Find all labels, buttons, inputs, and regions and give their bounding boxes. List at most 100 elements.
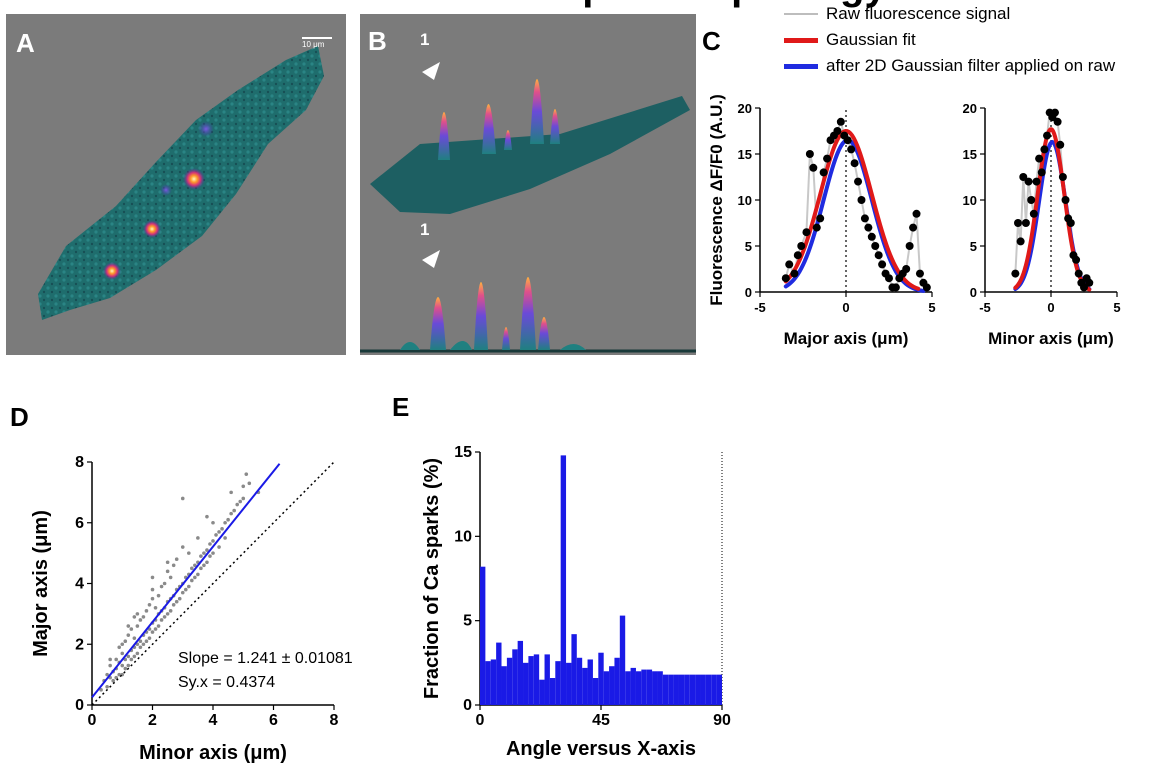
scatter-point [177, 596, 182, 601]
scatter-point [208, 542, 212, 546]
scatter-point [141, 615, 146, 619]
scatter-point [199, 554, 203, 558]
surface-plots-b [360, 62, 696, 353]
scatter-point [156, 624, 161, 628]
raw-data-point [860, 214, 869, 223]
scatter-point [205, 514, 209, 519]
raw-data-point [812, 223, 821, 232]
raw-data-point [915, 269, 924, 278]
raw-data-point [1024, 177, 1033, 186]
y-tick-label: 20 [738, 101, 752, 116]
histogram-bar [506, 657, 513, 705]
y-tick-label: 0 [970, 285, 977, 300]
raw-data-point [1029, 209, 1038, 218]
scatter-point [138, 639, 143, 644]
x-axis-label: Minor axis (μm) [139, 742, 287, 764]
histogram-bar [684, 674, 690, 705]
raw-data-point [1053, 117, 1062, 126]
raw-data-point [819, 168, 828, 177]
scatter-point [105, 684, 109, 689]
scatter-point [217, 530, 221, 534]
legend-swatch-gaussian [784, 37, 818, 43]
raw-data-point [912, 209, 921, 218]
scatter-point [108, 657, 112, 662]
scatter-point [141, 642, 146, 647]
legend-swatch-raw [784, 13, 818, 15]
scatter-point [226, 517, 230, 522]
x-axis-label: Angle versus X-axis [506, 738, 696, 760]
histogram-bar [501, 666, 507, 705]
raw-data-point [1085, 278, 1094, 287]
histogram-bar [630, 667, 636, 705]
scatter-point [211, 520, 215, 525]
raw-data-point [854, 177, 863, 186]
raw-data-point [871, 242, 880, 250]
histogram-bar [603, 671, 610, 705]
scatter-point [165, 612, 170, 616]
x-tick-label: 90 [713, 712, 731, 729]
scatter-point [205, 560, 209, 565]
scatter-point [129, 657, 134, 662]
raw-data-point [850, 159, 859, 168]
y-tick-label: 10 [454, 528, 472, 545]
chart-d-scatter: 0 2 4 6 8 0 2 4 6 8 Minor axis (μm) Major axis (μm) [30, 454, 339, 764]
y-axis-label: Fluorescence ΔF/F0 (A.U.) [707, 94, 726, 306]
raw-data-point [885, 274, 893, 283]
raw-data-point [805, 150, 814, 158]
raw-data-point [922, 283, 931, 292]
raw-data-point [785, 260, 794, 269]
scatter-point [147, 602, 152, 607]
scatter-point [135, 651, 140, 656]
scatter-point [147, 636, 152, 640]
raw-data-point [1050, 108, 1059, 117]
y-tick-label: 5 [970, 239, 977, 254]
raw-data-point [793, 251, 802, 260]
scatter-point [120, 651, 125, 656]
y-tick-label: 10 [963, 193, 977, 208]
raw-data-point [867, 232, 876, 241]
y-tick-label: 10 [738, 193, 752, 208]
histogram-bar [528, 656, 534, 705]
scatter-point [135, 612, 140, 616]
scatter-point [171, 563, 176, 568]
histogram-bar [695, 674, 701, 705]
x-tick-label: 0 [1047, 300, 1054, 315]
scatter-point [193, 563, 197, 568]
raw-data-point [797, 242, 806, 250]
raw-data-point [1058, 173, 1067, 181]
raw-data-point [809, 163, 818, 172]
raw-data-point [1037, 168, 1046, 177]
histogram-bar [678, 674, 685, 705]
scatter-point [180, 496, 185, 501]
panel-letter-a: A [16, 28, 35, 58]
histogram-bar [635, 671, 642, 705]
scatter-point [117, 645, 122, 650]
figure-heading-fragment: spar morphology [560, 0, 887, 9]
histogram-bar [523, 662, 529, 705]
scatter-point [132, 615, 137, 619]
histogram-bar [652, 671, 658, 705]
x-tick-label: -5 [979, 300, 991, 315]
scatter-point [150, 630, 155, 634]
scatter-point [120, 663, 125, 668]
panel-letter-d: D [10, 402, 29, 432]
scatter-point [111, 678, 115, 683]
histogram-bar [496, 642, 502, 705]
histogram-bar [587, 659, 593, 705]
peak-marker-label-bottom: 1 [420, 220, 430, 239]
scatter-point [153, 606, 158, 610]
scatter-point [126, 654, 131, 659]
scatter-point [126, 663, 131, 668]
histogram-bar [716, 674, 722, 705]
y-tick-label: 15 [454, 444, 472, 461]
y-axis-label: Fraction of Ca sparks (%) [421, 458, 443, 699]
raw-data-point [816, 214, 825, 223]
x-axis-label: Minor axis (μm) [988, 329, 1114, 348]
raw-data-point [781, 274, 790, 283]
legend-item-filtered: after 2D Gaussian filter applied on raw [784, 56, 1115, 76]
regression-slope-annotation: Slope = 1.241 ± 0.01081 [178, 650, 353, 667]
scatter-point [138, 618, 143, 622]
raw-data-point [909, 223, 918, 232]
scatter-point [190, 578, 194, 583]
x-tick-label: 0 [842, 300, 849, 315]
